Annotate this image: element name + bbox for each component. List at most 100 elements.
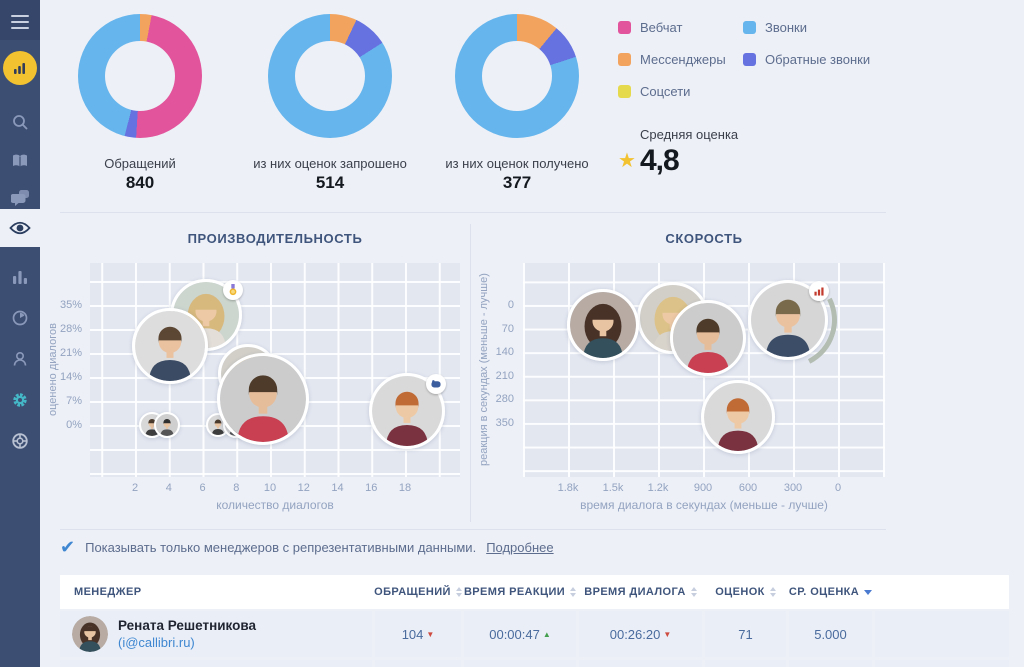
avg-score-cell: 5.000 bbox=[789, 611, 872, 657]
axis-tick: 28% bbox=[59, 323, 82, 335]
charts-divider bbox=[470, 224, 471, 522]
manager-bubble[interactable] bbox=[669, 300, 746, 377]
reaction-time-value: 00:00:47 bbox=[489, 626, 540, 642]
sidebar-item-history[interactable] bbox=[0, 300, 40, 336]
axis-tick: 2 bbox=[131, 482, 139, 494]
sidebar-item-help[interactable] bbox=[0, 423, 40, 459]
sort-icon-active[interactable] bbox=[864, 589, 873, 595]
main-content: Обращений 840 из них оценок запрошено 51… bbox=[40, 0, 1024, 667]
donut-value: 840 bbox=[125, 173, 155, 192]
column-label: ОЦЕНОК bbox=[715, 586, 765, 598]
fist-badge-icon bbox=[425, 374, 446, 395]
table-header-row: МЕНЕДЖЕР ОБРАЩЕНИЙ ВРЕМЯ РЕАКЦИИ ВРЕМЯ Д… bbox=[60, 575, 1009, 609]
requests-cell: 104 ▼ bbox=[375, 611, 461, 657]
average-score-label: Средняя оценка bbox=[640, 127, 739, 142]
sidebar-item-users[interactable] bbox=[0, 341, 40, 377]
timer-icon bbox=[12, 310, 28, 326]
legend-item-messengers: Мессенджеры bbox=[618, 52, 743, 67]
manager-bubble[interactable] bbox=[700, 379, 775, 454]
empty-cell bbox=[875, 611, 1009, 657]
speed-y-ticks: 0 70 140 210 280 350 bbox=[488, 263, 514, 477]
sidebar-item-analytics-active[interactable] bbox=[0, 209, 40, 247]
speed-x-ticks: 1.8k 1.5k 1.2k 900 600 300 0 bbox=[523, 482, 885, 496]
column-header-avg-score[interactable]: СР. ОЦЕНКА bbox=[788, 586, 873, 598]
sort-icon[interactable] bbox=[570, 587, 577, 597]
sidebar-item-logo[interactable] bbox=[0, 50, 40, 86]
checkbox-checked-icon[interactable]: ✔ bbox=[60, 537, 76, 557]
column-label: МЕНЕДЖЕР bbox=[74, 586, 142, 598]
axis-tick: 8 bbox=[233, 482, 240, 494]
details-link[interactable]: Подробнее bbox=[486, 539, 554, 555]
manager-name: Рената Решетникова bbox=[118, 618, 256, 633]
donut-label: Обращений bbox=[104, 156, 176, 171]
donut-label: из них оценок запрошено bbox=[253, 156, 407, 171]
sort-icon[interactable] bbox=[690, 587, 697, 597]
column-header-requests[interactable]: ОБРАЩЕНИЙ bbox=[374, 586, 462, 598]
column-header-manager[interactable]: МЕНЕДЖЕР bbox=[60, 586, 372, 598]
sort-icon[interactable] bbox=[455, 587, 462, 597]
donut-chart-requests[interactable] bbox=[78, 14, 202, 138]
legend-item-callbacks: Обратные звонки bbox=[743, 52, 918, 67]
gear-icon bbox=[13, 393, 27, 407]
axis-tick: 4 bbox=[165, 482, 172, 494]
performance-y-ticks: 0% 7% 14% 21% 28% 35% bbox=[54, 263, 82, 477]
speed-x-axis-label: время диалога в секундах (меньше - лучше… bbox=[580, 498, 828, 512]
menu-icon bbox=[11, 15, 29, 29]
axis-tick: 18 bbox=[398, 482, 412, 494]
filter-label: Показывать только менеджеров с репрезент… bbox=[85, 539, 477, 555]
donut-chart-ratings-received[interactable] bbox=[455, 14, 579, 138]
axis-tick: 1.5k bbox=[602, 482, 624, 494]
column-label: ВРЕМЯ РЕАКЦИИ bbox=[463, 586, 566, 598]
manager-bubble[interactable] bbox=[368, 373, 446, 450]
sidebar-item-statistics[interactable] bbox=[0, 259, 40, 295]
chart-badge-icon bbox=[809, 280, 830, 301]
axis-tick: 350 bbox=[495, 417, 514, 429]
search-icon bbox=[13, 115, 28, 130]
manager-email-link[interactable]: (i@callibri.ru) bbox=[118, 635, 195, 650]
legend-label: Вебчат bbox=[640, 20, 683, 35]
sidebar-item-menu[interactable] bbox=[0, 4, 40, 40]
column-label: ВРЕМЯ ДИАЛОГА bbox=[584, 586, 686, 598]
legend-item-calls: Звонки bbox=[743, 20, 918, 35]
manager-bubble[interactable] bbox=[132, 308, 209, 385]
axis-tick: 140 bbox=[495, 346, 514, 359]
manager-bubble[interactable] bbox=[748, 279, 830, 360]
axis-tick: 300 bbox=[783, 482, 803, 494]
column-label: СР. ОЦЕНКА bbox=[788, 586, 860, 598]
avg-score-value: 5.000 bbox=[814, 626, 847, 642]
sidebar-item-knowledge-base[interactable] bbox=[0, 143, 40, 179]
sort-icon[interactable] bbox=[769, 587, 776, 597]
dialog-time-cell: 00:26:20 ▼ bbox=[579, 611, 702, 657]
axis-tick: 12 bbox=[297, 482, 310, 494]
trend-down-icon: ▼ bbox=[426, 629, 435, 639]
table-row[interactable]: Рената Решетникова (i@callibri.ru) 104 ▼… bbox=[60, 611, 1009, 657]
section-divider bbox=[60, 529, 886, 530]
next-table-row-partial bbox=[60, 660, 1009, 667]
axis-tick: 600 bbox=[738, 482, 758, 494]
column-header-dialog-time[interactable]: ВРЕМЯ ДИАЛОГА bbox=[579, 586, 702, 598]
axis-tick: 280 bbox=[495, 393, 514, 406]
sidebar-item-search[interactable] bbox=[0, 104, 40, 140]
requests-value: 104 bbox=[401, 626, 424, 642]
axis-tick: 1.8k bbox=[557, 482, 579, 494]
manager-bubble[interactable] bbox=[217, 353, 310, 446]
donut-block-ratings-received: из них оценок получено 377 bbox=[432, 14, 602, 193]
social-swatch bbox=[618, 85, 631, 98]
manager-avatar bbox=[72, 616, 108, 652]
donut-chart-ratings-requested[interactable] bbox=[268, 14, 392, 138]
manager-bubble[interactable] bbox=[154, 412, 181, 438]
manager-bubble[interactable] bbox=[566, 288, 639, 361]
speed-bubble-chart bbox=[523, 258, 885, 477]
managers-table: МЕНЕДЖЕР ОБРАЩЕНИЙ ВРЕМЯ РЕАКЦИИ ВРЕМЯ Д… bbox=[60, 575, 1009, 667]
scores-cell: 71 bbox=[705, 611, 786, 657]
scores-value: 71 bbox=[738, 626, 753, 642]
column-header-scores[interactable]: ОЦЕНОК bbox=[705, 586, 786, 598]
bar-chart-icon bbox=[13, 271, 27, 284]
sidebar-item-settings[interactable] bbox=[0, 382, 40, 418]
sidebar-item-dialogs[interactable] bbox=[0, 180, 40, 216]
column-label: ОБРАЩЕНИЙ bbox=[374, 586, 451, 598]
column-header-reaction-time[interactable]: ВРЕМЯ РЕАКЦИИ bbox=[463, 586, 577, 598]
star-icon: ★ bbox=[618, 150, 636, 172]
axis-tick: 16 bbox=[365, 482, 378, 494]
sidebar bbox=[0, 0, 40, 667]
